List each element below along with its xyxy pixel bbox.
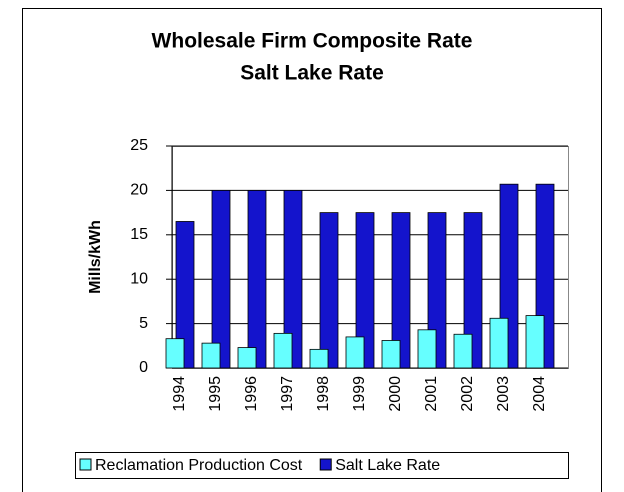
bar xyxy=(237,347,257,369)
bar xyxy=(391,212,411,369)
x-tick-label: 2000 xyxy=(387,376,404,412)
legend-swatch xyxy=(319,458,332,471)
legend-label: Reclamation Production Cost xyxy=(95,457,303,474)
y-tick-label: 20 xyxy=(130,182,148,199)
x-tick-label: 1996 xyxy=(243,376,260,412)
y-tick-label: 5 xyxy=(139,315,148,332)
bar xyxy=(453,333,473,369)
bar xyxy=(525,315,545,369)
bar xyxy=(273,332,293,369)
legend-label: Salt Lake Rate xyxy=(335,457,440,474)
x-tick-label: 1998 xyxy=(315,376,332,412)
legend-swatch xyxy=(79,458,92,471)
bar xyxy=(427,212,447,369)
chart-subtitle: Salt Lake Rate xyxy=(240,62,384,85)
x-tick-label: 2001 xyxy=(423,376,440,412)
x-tick-label: 1994 xyxy=(171,376,188,412)
x-tick-label: 1999 xyxy=(351,376,368,412)
x-tick-label: 1997 xyxy=(279,376,296,412)
bar xyxy=(345,336,365,369)
chart-title: Wholesale Firm Composite Rate xyxy=(152,30,473,53)
bar xyxy=(417,329,437,369)
y-tick-label: 0 xyxy=(139,359,148,376)
y-tick-label: 10 xyxy=(130,270,148,287)
bar xyxy=(165,338,185,369)
bar xyxy=(201,342,221,369)
x-tick-label: 1995 xyxy=(207,376,224,412)
x-tick-label: 2002 xyxy=(459,376,476,412)
x-tick-label: 2003 xyxy=(495,376,512,412)
y-tick-label: 15 xyxy=(130,226,148,243)
bar xyxy=(489,317,509,369)
bar xyxy=(175,221,195,369)
x-tick-label: 2004 xyxy=(531,376,548,412)
bar xyxy=(319,212,339,369)
bar xyxy=(355,212,375,369)
bar xyxy=(211,189,231,369)
bar xyxy=(463,212,483,369)
bar xyxy=(381,340,401,369)
y-tick-label: 25 xyxy=(130,137,148,154)
bar xyxy=(283,189,303,369)
bar xyxy=(247,189,267,369)
y-axis-title: Mills/kWh xyxy=(87,220,104,294)
bar xyxy=(309,348,329,369)
